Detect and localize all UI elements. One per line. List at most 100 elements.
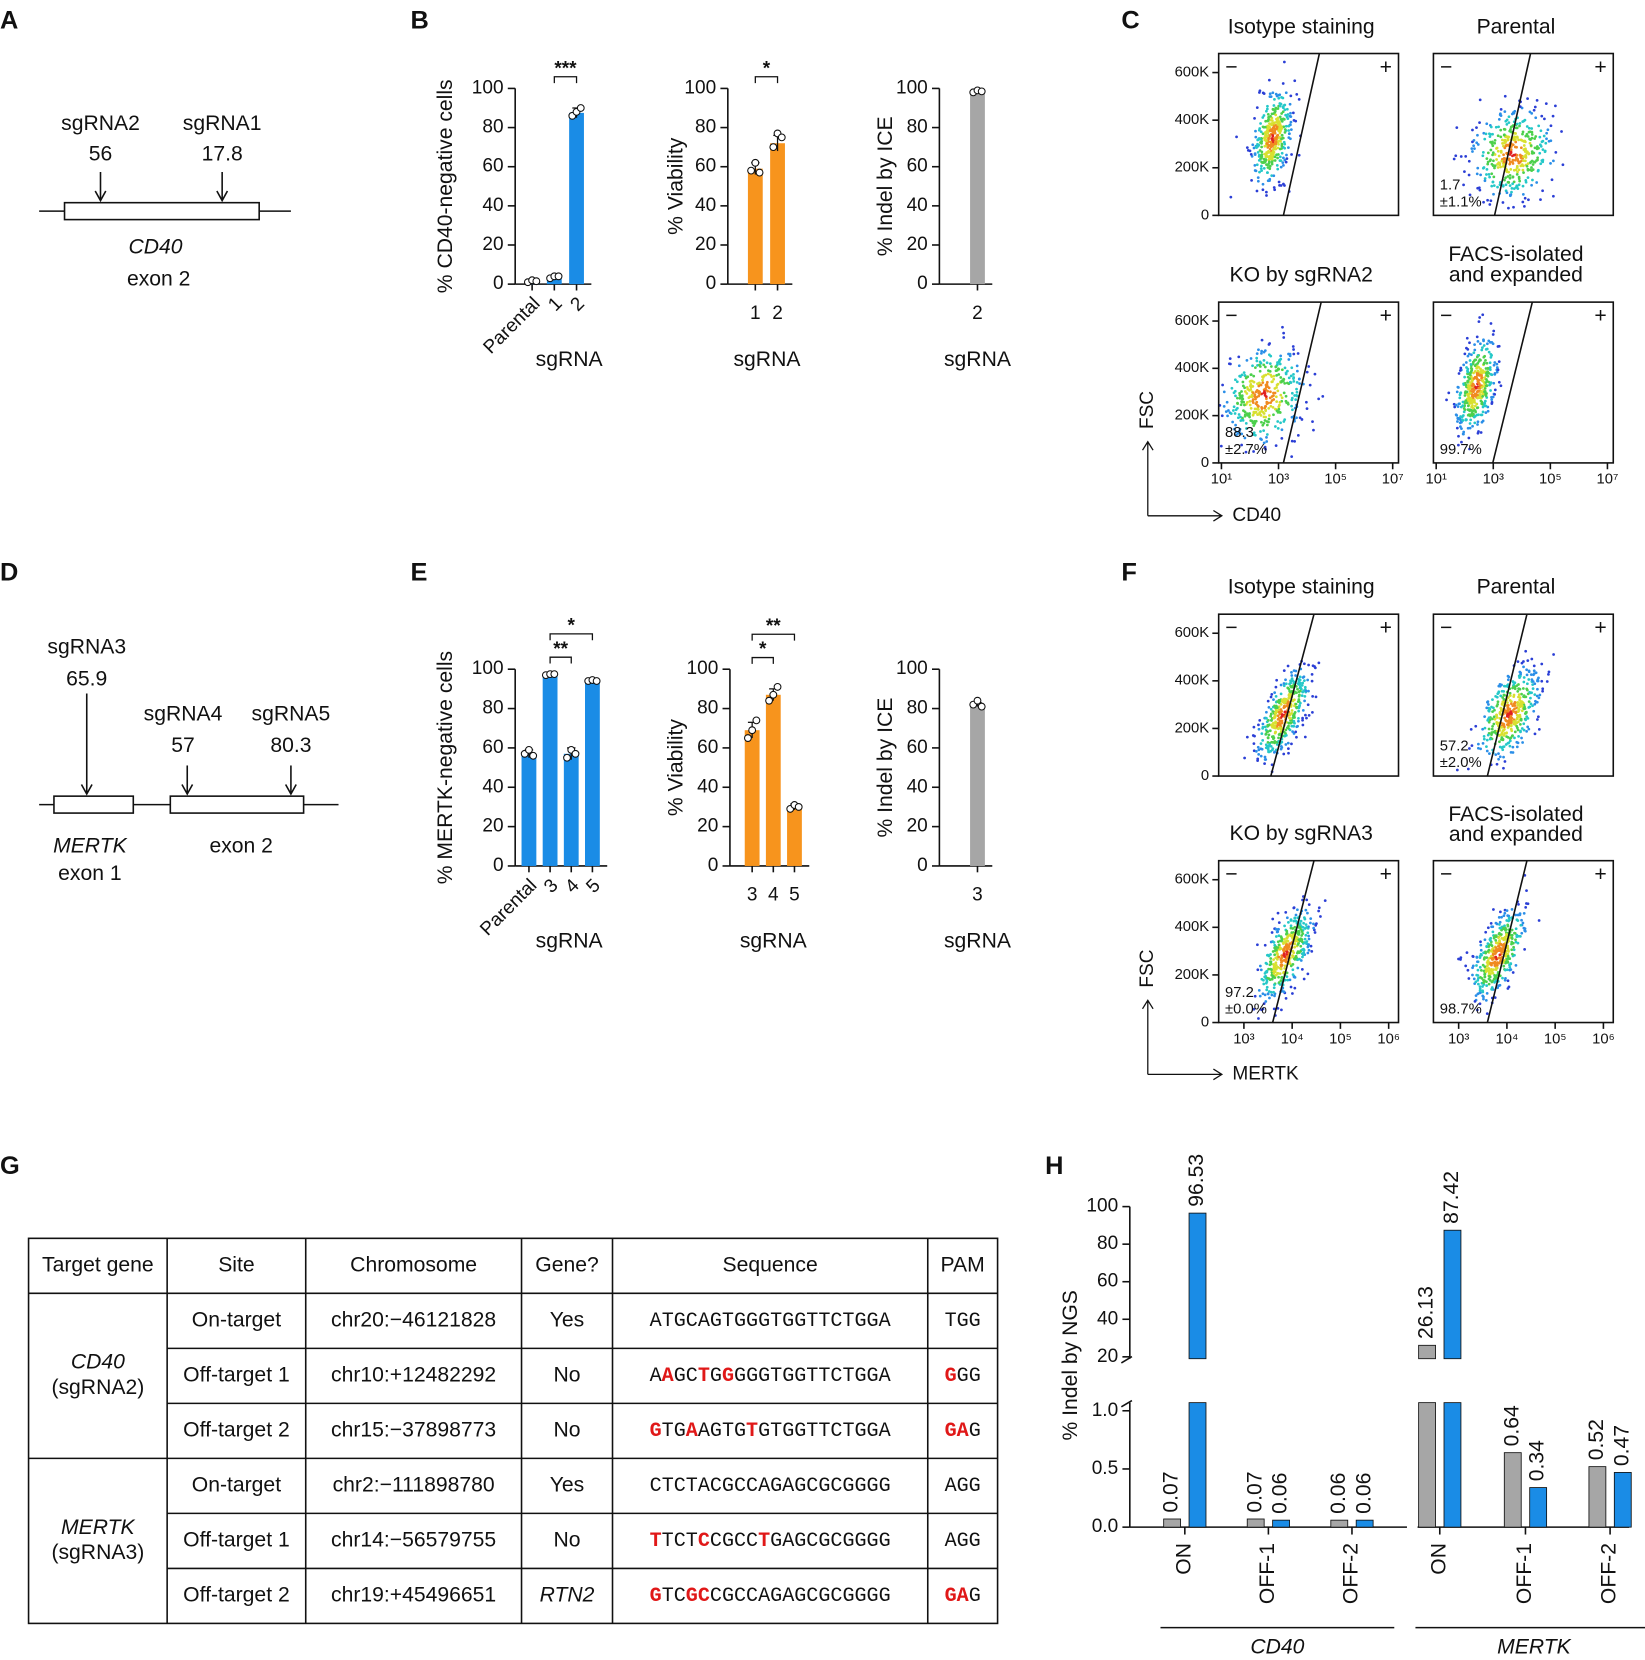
- cloud-dot: [1279, 393, 1283, 397]
- cloud-dot: [1495, 716, 1499, 719]
- cloud-dot: [1536, 715, 1540, 719]
- cloud-dot: [1263, 943, 1267, 947]
- cloud-dot: [1487, 974, 1491, 978]
- cloud-dot: [1484, 359, 1487, 362]
- cloud-dot: [1277, 407, 1281, 411]
- cloud-dot: [1535, 99, 1539, 102]
- y-tick-label: 80: [907, 698, 928, 719]
- guide-name: sgRNA5: [252, 702, 331, 725]
- sequence-segment: AGG: [945, 1475, 981, 1498]
- cloud-dot: [1238, 391, 1241, 395]
- cloud-dot: [1475, 126, 1478, 129]
- cloud-dot: [1261, 739, 1265, 742]
- cloud-dot: [1518, 670, 1522, 674]
- y-tick-label: 200K: [1175, 160, 1210, 176]
- y-tick-label: 40: [697, 776, 718, 797]
- cloud-dot: [1515, 145, 1518, 149]
- y-tick-label: 1.0: [1092, 1400, 1118, 1421]
- replicate-point: [977, 87, 986, 96]
- cloud-dot: [1478, 956, 1482, 959]
- cloud-dot: [1284, 399, 1288, 403]
- cloud-dot: [1302, 679, 1306, 683]
- cloud-dot: [1485, 167, 1489, 171]
- cloud-dot: [1491, 180, 1495, 184]
- cloud-dot: [1486, 733, 1490, 737]
- cloud-dot: [1478, 392, 1482, 396]
- cloud-dot: [1472, 398, 1476, 402]
- gate-line: [1486, 614, 1528, 777]
- cloud-dot: [1280, 709, 1283, 713]
- cloud-dot: [1276, 930, 1280, 934]
- cloud-dot: [1480, 400, 1484, 404]
- cloud-dot: [1524, 649, 1528, 653]
- cloud-dot: [1502, 766, 1505, 770]
- cloud-dot: [1301, 681, 1305, 685]
- cloud-dot: [1295, 387, 1298, 391]
- cloud-dot: [1482, 951, 1485, 955]
- bar: [521, 753, 537, 866]
- cloud-dot: [1276, 107, 1280, 111]
- cloud-dot: [1289, 926, 1293, 930]
- cloud-dot: [1283, 938, 1286, 941]
- cloud-dot: [1467, 413, 1471, 417]
- cloud-dot: [1252, 433, 1256, 437]
- cloud-dot: [1469, 728, 1473, 731]
- cloud-dot: [1268, 963, 1272, 967]
- cloud-dot: [1268, 157, 1272, 161]
- cloud-dot: [1499, 112, 1502, 116]
- cloud-dot: [1271, 135, 1275, 138]
- cloud-dot: [1458, 421, 1462, 425]
- y-axis-label: % Viability: [665, 719, 688, 817]
- cloud-dot: [1504, 119, 1508, 123]
- cloud-dot: [1507, 181, 1511, 184]
- site-cell: Off-target 2: [183, 1583, 290, 1606]
- cloud-dot: [1469, 418, 1473, 422]
- cloud-dot: [1294, 730, 1298, 734]
- cloud-dot: [1486, 409, 1490, 413]
- cloud-dot: [1317, 909, 1321, 913]
- cloud-dot: [1269, 140, 1273, 144]
- cloud-dot: [1286, 741, 1290, 745]
- y-tick-label: 20: [907, 234, 928, 255]
- cloud-dot: [1254, 410, 1258, 414]
- cloud-dot: [1490, 402, 1494, 406]
- cloud-dot: [1298, 922, 1302, 925]
- cloud-dot: [1518, 121, 1522, 125]
- cloud-dot: [1539, 162, 1543, 166]
- cloud-dot: [1532, 108, 1536, 112]
- cloud-dot: [1274, 444, 1278, 447]
- cloud-dot: [1468, 426, 1472, 430]
- gate-sign: −: [1225, 617, 1237, 640]
- cloud-dot: [1287, 920, 1290, 924]
- cloud-dot: [1500, 159, 1504, 163]
- cloud-dot: [1297, 705, 1301, 709]
- cloud-dot: [1252, 749, 1256, 753]
- cloud-dot: [1483, 401, 1486, 405]
- cloud-dot: [1275, 373, 1279, 377]
- cloud-dot: [1491, 151, 1495, 155]
- cloud-dot: [1279, 692, 1283, 696]
- cloud-dot: [1258, 89, 1262, 93]
- cloud-dot: [1515, 164, 1519, 168]
- cloud-dot: [1516, 919, 1520, 923]
- gate-stat: 98.7%: [1440, 1002, 1482, 1018]
- cloud-dot: [1514, 156, 1518, 160]
- cloud-dot: [1531, 683, 1535, 687]
- cloud-dot: [1279, 140, 1282, 143]
- cloud-dot: [1525, 132, 1529, 136]
- cloud-dot: [1522, 722, 1526, 726]
- y-tick-label: 0.0: [1092, 1516, 1118, 1537]
- y-tick-label: 100: [684, 77, 716, 98]
- cloud-dot: [1505, 191, 1509, 195]
- y-tick-label: 60: [1097, 1271, 1118, 1292]
- cloud-dot: [1497, 125, 1500, 129]
- cloud-dot: [1502, 693, 1506, 697]
- cloud-dot: [1489, 199, 1493, 203]
- cloud-dot: [1496, 941, 1500, 945]
- cloud-dot: [1277, 373, 1281, 376]
- significance-label: *: [759, 639, 767, 660]
- cloud-dot: [1488, 203, 1492, 206]
- cloud-dot: [1519, 722, 1522, 726]
- cloud-dot: [1509, 148, 1513, 151]
- replicate-point: [550, 670, 559, 679]
